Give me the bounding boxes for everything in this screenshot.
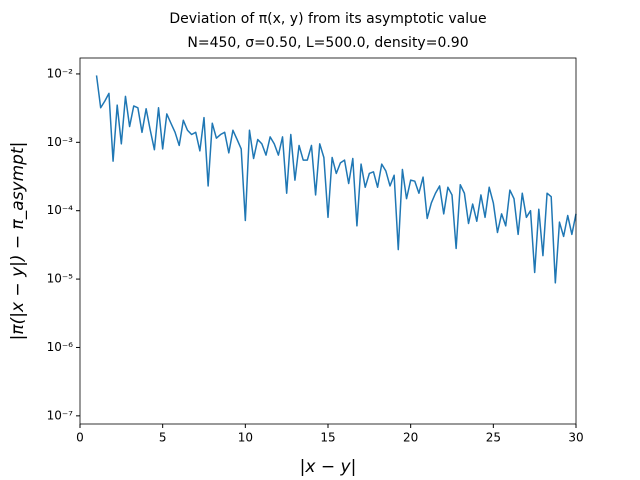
x-tick-label: 5 bbox=[159, 431, 167, 445]
chart-subtitle: N=450, σ=0.50, L=500.0, density=0.90 bbox=[187, 35, 468, 51]
data-line bbox=[95, 75, 577, 284]
y-tick-label: 10⁻⁵ bbox=[47, 272, 74, 286]
x-tick-label: 0 bbox=[76, 431, 84, 445]
x-tick-label: 10 bbox=[238, 431, 253, 445]
y-tick-label: 10⁻² bbox=[47, 66, 74, 80]
y-tick-label: 10⁻⁴ bbox=[47, 203, 74, 217]
x-tick-label: 20 bbox=[403, 431, 418, 445]
y-tick-label: 10⁻³ bbox=[47, 135, 74, 149]
x-tick-label: 25 bbox=[486, 431, 501, 445]
plot-frame bbox=[79, 57, 577, 425]
x-tick-label: 15 bbox=[320, 431, 335, 445]
chart-title: Deviation of π(x, y) from its asymptotic… bbox=[169, 11, 486, 27]
y-tick-label: 10⁻⁶ bbox=[47, 340, 74, 354]
x-axis-label: |x − y| bbox=[300, 457, 357, 477]
y-tick-label: 10⁻⁷ bbox=[47, 408, 74, 422]
y-axis-label: |π(|x − y|) − π_asympt| bbox=[8, 142, 28, 341]
x-tick-label: 30 bbox=[568, 431, 583, 445]
